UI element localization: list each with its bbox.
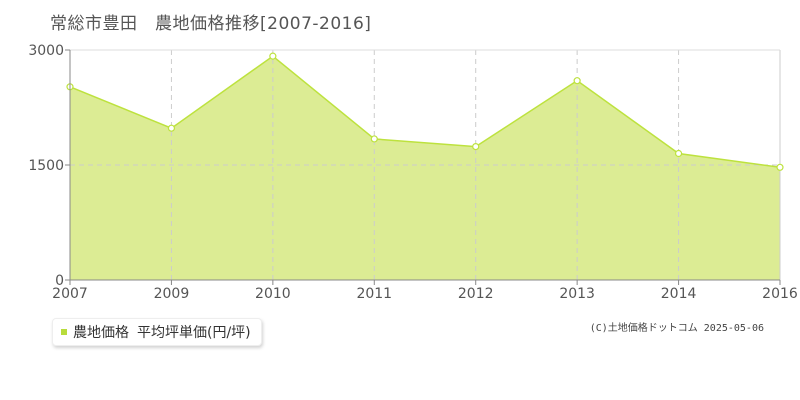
legend-swatch xyxy=(61,329,67,335)
legend: 農地価格 平均坪単価(円/坪) xyxy=(52,318,262,346)
data-point xyxy=(472,143,480,151)
x-tick-label: 2016 xyxy=(762,286,798,302)
data-point xyxy=(269,52,277,60)
x-tick-label: 2010 xyxy=(255,286,291,302)
x-tick-label: 2011 xyxy=(356,286,392,302)
series-area xyxy=(70,56,780,281)
series-line xyxy=(69,55,781,169)
copyright-text: (C)土地価格ドットコム 2025-05-06 xyxy=(589,323,764,334)
data-point xyxy=(674,149,683,158)
data-point xyxy=(573,77,581,85)
x-tick-label: 2007 xyxy=(52,286,88,302)
x-tick-label: 2013 xyxy=(559,286,595,302)
x-tick-label: 2014 xyxy=(661,286,697,302)
chart-title: 常総市豊田 農地価格推移[2007-2016] xyxy=(50,14,372,34)
y-tick-label: 3000 xyxy=(28,43,64,59)
data-point xyxy=(167,124,176,132)
data-point xyxy=(776,163,784,171)
x-tick-label: 2009 xyxy=(154,286,190,302)
x-tick-label: 2012 xyxy=(458,286,494,302)
legend-series-label: 農地価格 xyxy=(73,325,129,341)
legend-unit-label: 平均坪単価(円/坪) xyxy=(137,325,251,341)
y-tick-label: 0 xyxy=(55,273,64,289)
data-point xyxy=(370,135,378,143)
y-tick-label: 1500 xyxy=(28,158,64,174)
